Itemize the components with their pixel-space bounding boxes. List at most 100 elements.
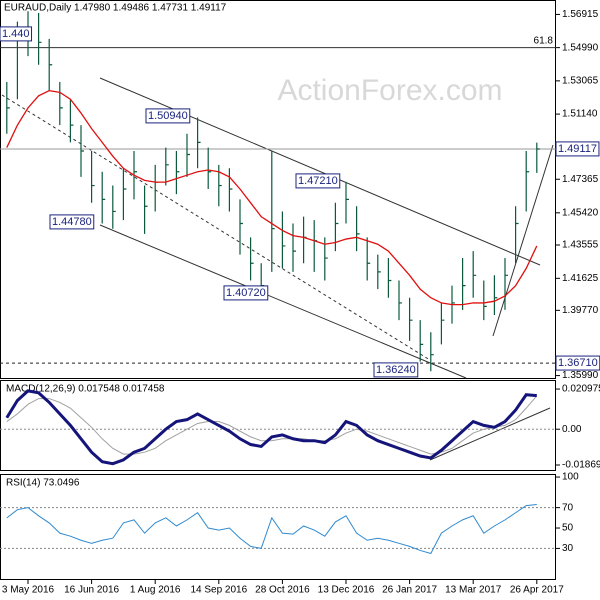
price-label: 1.36710	[558, 357, 598, 369]
chart-title: EURAUD,Daily 1.47980 1.49486 1.47731 1.4…	[4, 3, 227, 14]
ohlc-bar	[504, 258, 508, 310]
ohlc-bar	[440, 302, 445, 345]
ohlc-bar	[345, 181, 349, 224]
y-tick-label: 1.53065	[562, 76, 599, 87]
y-tick-label: 30	[562, 543, 574, 554]
ohlc-bar	[69, 99, 74, 143]
moving-average	[6, 89, 538, 306]
channel-lines	[1, 77, 554, 461]
x-tick-label: 13 Dec 2016	[318, 585, 375, 596]
price-label: 1.40720	[226, 287, 266, 299]
macd-line	[5, 389, 537, 466]
ohlc-bar	[6, 81, 10, 134]
price-label: 1.50940	[148, 110, 188, 122]
price-label: 1.440	[2, 28, 30, 40]
price-label-box	[49, 214, 95, 230]
x-tick-label: 13 Mar 2017	[445, 585, 502, 596]
ohlc-bar	[419, 320, 424, 362]
ohlc-bar	[80, 125, 84, 177]
price-label-box	[295, 173, 341, 189]
ohlc-bar	[122, 168, 127, 221]
ohlc-bar	[48, 38, 53, 91]
ohlc-bar	[483, 280, 487, 321]
price-label: 1.47210	[298, 175, 338, 187]
ohlc-bar	[493, 275, 498, 315]
y-tick-label: 1.47365	[562, 174, 599, 185]
y-tick-label: 1.45420	[562, 207, 599, 218]
x-tick-label: 28 Oct 2016	[255, 585, 310, 596]
ohlc-bar	[197, 117, 201, 169]
ohlc-bar	[462, 258, 466, 310]
rsi-title: RSI(14) 73.0496	[6, 478, 80, 489]
ohlc-bar	[228, 168, 233, 212]
ohlc-bar	[218, 164, 222, 207]
y-tick-label: 1.51140	[562, 109, 598, 120]
ohlc-bar	[472, 251, 477, 298]
ohlc-bar	[175, 151, 180, 195]
y-tick-label: 1.43555	[562, 240, 599, 251]
watermark: ActionForex.com	[277, 74, 502, 107]
macd-line	[6, 395, 538, 455]
x-tick-label: 3 May 2016	[2, 585, 55, 596]
ohlc-bar	[430, 332, 434, 372]
ohlc-bar	[101, 171, 106, 224]
ohlc-bar	[377, 254, 381, 290]
price-label-box	[145, 108, 191, 124]
price-label: 1.36240	[376, 364, 416, 376]
y-tick-label: 0.020975	[562, 384, 600, 395]
ohlc-bar	[281, 211, 286, 269]
ohlc-bar	[366, 237, 371, 281]
price-label: 1.44780	[52, 216, 92, 228]
ohlc-bar	[165, 147, 169, 186]
ohlc-bar	[515, 206, 519, 264]
x-tick-label: 1 Aug 2016	[130, 585, 181, 596]
ohlc-bar	[207, 147, 212, 189]
ohlc-bar	[271, 151, 275, 272]
macd-panel	[0, 380, 556, 471]
y-tick-label: 1.54990	[562, 42, 599, 53]
ohlc-bar	[239, 199, 243, 255]
price-label-box	[0, 26, 33, 42]
ohlc-bar	[38, 12, 42, 65]
ohlc-bar	[59, 81, 63, 126]
ohlc-bar	[186, 133, 190, 177]
channel-lower	[99, 224, 467, 379]
y-tick-label: 100	[562, 472, 579, 483]
y-tick-label: 1.41625	[562, 273, 599, 284]
ohlc-bar	[91, 151, 95, 203]
y-tick-label: 1.35990	[562, 370, 599, 381]
ohlc-bar	[525, 151, 530, 212]
x-tick-label: 26 Apr 2017	[510, 585, 564, 596]
ohlc-bar	[536, 142, 540, 173]
ohlc-bar	[292, 223, 296, 272]
y-tick-label: 1.39770	[562, 305, 599, 316]
ohlc-bar	[398, 280, 402, 321]
y-tick-label: 50	[562, 523, 574, 534]
ohlc-bar	[144, 185, 148, 234]
ohlc-bar	[313, 220, 318, 272]
ohlc-bar	[334, 202, 339, 252]
x-tick-label: 14 Sep 2016	[190, 585, 247, 596]
ohlc-bar	[409, 297, 413, 341]
ohlc-bar	[250, 237, 254, 281]
y-tick-label: 70	[562, 502, 574, 513]
fib-label: 61.8	[534, 35, 554, 46]
ohlc-bar	[154, 164, 159, 212]
ohlc-bar	[303, 216, 307, 264]
x-tick-label: 16 Jun 2016	[64, 585, 119, 596]
price-label-box	[555, 141, 600, 157]
y-tick-label: 1.56915	[562, 9, 599, 20]
price-label-box	[223, 285, 269, 301]
trend-line	[492, 144, 554, 337]
rsi-line	[6, 504, 537, 555]
y-tick-label: -0.018693	[562, 460, 600, 471]
y-tick-label: 0.00	[562, 424, 582, 435]
price-label: 1.49117	[558, 143, 597, 155]
ohlc-bar	[112, 185, 116, 229]
macd-title: MACD(12,26,9) 0.017548 0.017458	[6, 384, 165, 395]
ohlc-bar	[387, 258, 392, 298]
rsi-panel	[0, 474, 556, 580]
macd-trend-line	[429, 407, 551, 461]
price-panel	[0, 0, 556, 379]
